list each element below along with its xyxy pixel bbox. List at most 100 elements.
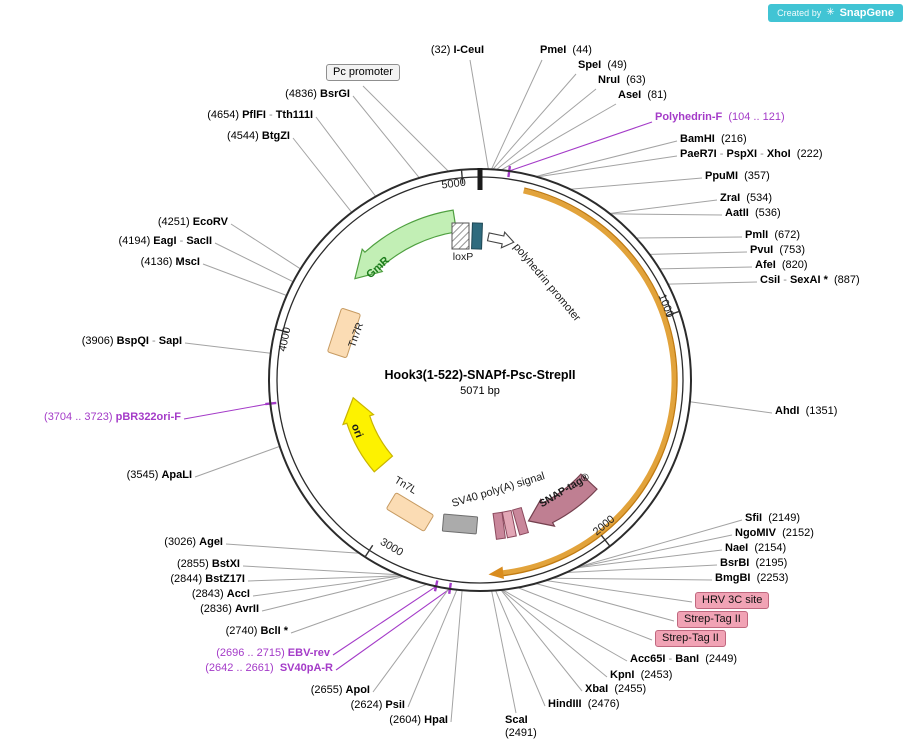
gmr-arrow xyxy=(354,209,458,280)
leader-line xyxy=(247,575,402,582)
leader-line xyxy=(659,266,753,270)
leader-line xyxy=(577,519,743,568)
label-apali: (3545) ApaLI xyxy=(126,469,192,481)
leader-line xyxy=(667,281,758,285)
leader-line xyxy=(501,589,608,678)
tag-box-3 xyxy=(492,511,506,540)
label-bstxi: (2855) BstXI xyxy=(177,558,240,570)
scale-label-5000: 5000 xyxy=(441,177,467,192)
misc-feature-box xyxy=(471,222,483,250)
label-xbai: XbaI (2455) xyxy=(585,683,647,695)
label-bamhi: BamHI (216) xyxy=(680,133,747,145)
tn7r-box xyxy=(327,308,361,358)
leader-line xyxy=(517,587,653,641)
plasmid-size: 5071 bp xyxy=(460,385,500,397)
leader-line xyxy=(689,401,773,414)
polyhedrin-promoter-arrow xyxy=(486,230,515,249)
snapgene-logo-icon: ✳ xyxy=(826,7,835,18)
label-naei: NaeI (2154) xyxy=(725,542,787,554)
label-pc-promoter: Pc promoter xyxy=(326,64,400,81)
label-sfii: SfiI (2149) xyxy=(745,512,801,524)
leader-line xyxy=(202,263,287,296)
label-bmgbi: BmgBI (2253) xyxy=(715,572,789,584)
label-sv40pa-r: (2642 .. 2661) SV40pA-R xyxy=(205,662,333,674)
snapgene-watermark: Created by ✳ SnapGene xyxy=(768,4,903,22)
cds-arc-edge xyxy=(502,187,678,577)
tag-box-1 xyxy=(511,506,530,536)
leader-line xyxy=(509,121,653,172)
leader-line xyxy=(545,580,693,603)
leader-line xyxy=(535,583,675,622)
leader-line xyxy=(576,549,723,569)
leader-line xyxy=(491,59,543,170)
label-zrai: ZraI (534) xyxy=(720,192,772,204)
leader-line xyxy=(261,576,404,612)
label-agei: (3026) AgeI xyxy=(164,536,223,548)
watermark-prefix: Created by xyxy=(777,8,822,18)
label-ngomiv: NgoMIV (2152) xyxy=(735,527,814,539)
leader-line xyxy=(636,236,743,239)
scale-ticks xyxy=(275,169,680,558)
label-btgzi: (4544) BtgZI xyxy=(227,130,290,142)
label-ahdi: AhdI (1351) xyxy=(775,405,838,417)
label-strep-tag-ii-b: Strep-Tag II xyxy=(655,630,726,647)
label-bspqi-sapi: (3906) BspQI - SapI xyxy=(81,335,182,347)
leader-line xyxy=(252,575,402,597)
leader-line xyxy=(649,251,748,255)
leader-line xyxy=(537,155,678,178)
label-ecorv: (4251) EcoRV xyxy=(157,216,228,228)
leader-line xyxy=(502,589,628,662)
leader-line xyxy=(242,565,399,576)
leader-line xyxy=(183,402,271,420)
label-psii: (2624) PsiI xyxy=(350,699,405,711)
leader-line xyxy=(469,59,489,170)
loxp-label: loxP xyxy=(453,251,473,263)
leader-line xyxy=(570,177,703,190)
leader-line xyxy=(610,213,723,216)
label-acci: (2843) AccI xyxy=(191,588,250,600)
plasmid-name: Hook3(1-522)-SNAPf-Psc-StrepII xyxy=(384,368,575,382)
leader-line xyxy=(566,564,718,573)
leader-line xyxy=(609,199,718,214)
leader-line xyxy=(535,140,678,177)
label-hpai: (2604) HpaI xyxy=(389,714,448,726)
label-ebv-rev: (2696 .. 2715) EBV-rev xyxy=(216,647,330,659)
label-pmei: PmeI (44) xyxy=(540,44,592,56)
leader-line xyxy=(500,103,617,171)
watermark-brand: SnapGene xyxy=(839,7,894,19)
label-pvui: PvuI (753) xyxy=(750,244,806,256)
ori-arrow xyxy=(342,396,394,473)
label-pbr322ori-f: (3704 .. 3723) pBR322ori-F xyxy=(44,411,181,423)
label-nrui: NruI (63) xyxy=(598,74,646,86)
leader-line xyxy=(552,577,713,581)
leader-line xyxy=(214,242,294,283)
leader-line xyxy=(292,137,353,213)
leader-line xyxy=(450,590,463,723)
scale-tick-1000 xyxy=(666,310,680,317)
label-scai: ScaI (2491) xyxy=(505,714,537,739)
label-acc65i-bani: Acc65I - BanI (2449) xyxy=(630,653,738,665)
scale-tick-4000 xyxy=(275,328,289,334)
leader-line xyxy=(230,223,301,270)
leader-line xyxy=(500,589,583,692)
scale-tick-5000 xyxy=(460,169,464,184)
leader-line xyxy=(352,95,420,179)
leader-line xyxy=(491,590,517,714)
leader-line xyxy=(225,543,360,554)
leader-line xyxy=(184,342,271,354)
leader-line xyxy=(362,85,449,172)
scale-tick-3000 xyxy=(364,544,374,558)
scale-label-4000: 4000 xyxy=(277,326,294,352)
label-hindiii: HindIII (2476) xyxy=(548,698,620,710)
leader-line xyxy=(407,589,458,708)
label-strep-tag-ii-a: Strep-Tag II xyxy=(677,611,748,628)
tn7l-box xyxy=(386,492,434,532)
leader-line xyxy=(495,590,546,707)
leader-line xyxy=(576,534,733,569)
leader-line xyxy=(315,116,377,197)
label-bcli: (2740) BclI * xyxy=(225,625,288,637)
label-aatii: AatII (536) xyxy=(725,207,781,219)
